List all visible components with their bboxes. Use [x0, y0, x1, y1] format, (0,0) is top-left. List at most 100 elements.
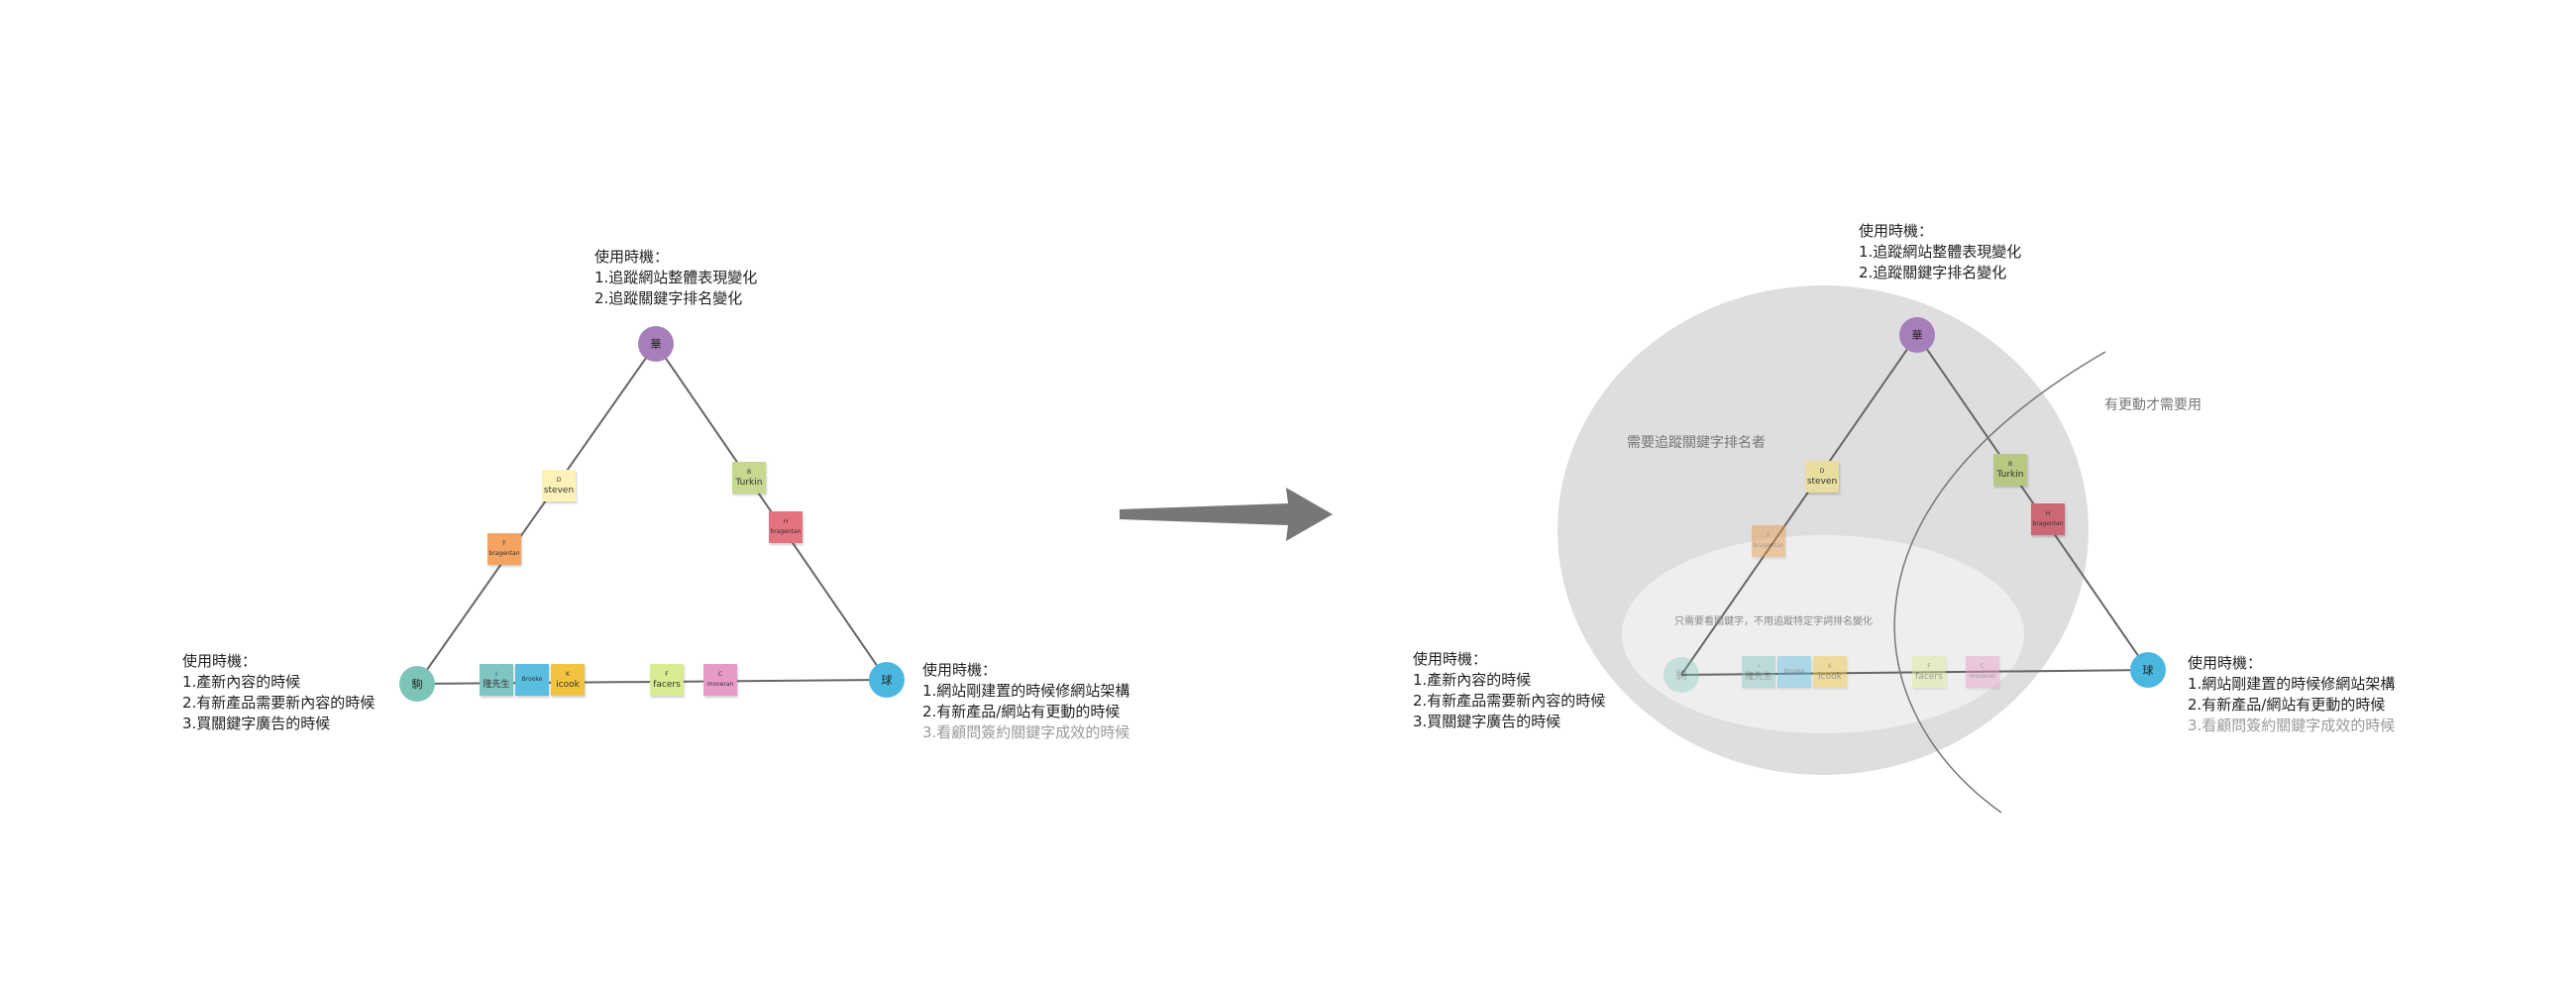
node-label: 駒: [1675, 669, 1687, 682]
note-line: 2.追蹤關鍵字排名變化: [594, 289, 743, 307]
sticky-letter: C: [717, 671, 723, 678]
sticky-name: icook: [1818, 672, 1842, 682]
sticky-letter: B: [2007, 461, 2013, 468]
sticky-name: Brooke: [521, 676, 543, 683]
sticky-letter: F: [1927, 663, 1931, 670]
node-top[interactable]: 華: [1899, 317, 1935, 353]
note-line: 2.有新產品/網站有更動的時候: [922, 703, 1121, 720]
sticky-name: bragentan: [1753, 542, 1784, 549]
sticky-note[interactable]: H bragentan: [2031, 503, 2065, 535]
sticky-note[interactable]: I 隆先生: [1742, 656, 1775, 688]
update-boundary-curve: [1893, 351, 2106, 814]
right-bottom-right-usage-note: 使用時機： 1.網站剛建置的時候修網站架構 2.有新產品/網站有更動的時候 3.…: [2188, 653, 2395, 736]
sticky-name: 隆先生: [1745, 672, 1772, 682]
note-line: 2.有新產品/網站有更動的時候: [2188, 696, 2386, 714]
node-label: 華: [650, 338, 662, 351]
sticky-name: bragentan: [770, 528, 802, 535]
keyword-tracking-zone-label: 需要追蹤關鍵字排名者: [1627, 435, 1766, 451]
sticky-note[interactable]: D steven: [542, 470, 576, 501]
sticky-name: bragentan: [2032, 520, 2064, 527]
sticky-letter: B: [746, 469, 752, 476]
node-left[interactable]: 駒: [399, 666, 435, 702]
note-line: 3.買關鍵字廣告的時候: [1413, 713, 1561, 730]
sticky-letter: K: [1828, 663, 1832, 670]
sticky-letter: H: [2045, 510, 2051, 517]
sticky-letter: D: [556, 477, 562, 484]
node-top[interactable]: 華: [638, 326, 674, 362]
sticky-letter: I: [1758, 663, 1760, 670]
note-line: 使用時機：: [1413, 650, 1488, 668]
sticky-name: Turkin: [735, 478, 763, 488]
sticky-note[interactable]: B Turkin: [732, 462, 766, 494]
left-triangle-edges: [416, 343, 888, 685]
sticky-letter: F: [665, 671, 669, 678]
sticky-note[interactable]: F facers: [650, 664, 684, 696]
node-label: 球: [881, 674, 893, 687]
sticky-name: icook: [556, 680, 580, 690]
sticky-letter: F: [502, 540, 506, 547]
sticky-note[interactable]: K icook: [551, 664, 585, 696]
node-left[interactable]: 駒: [1664, 657, 1699, 693]
note-line: 3.買關鍵字廣告的時候: [182, 715, 331, 732]
right-top-usage-note: 使用時機： 1.追蹤網站整體表現變化 2.追蹤關鍵字排名變化: [1859, 221, 2021, 283]
sticky-note[interactable]: F facers: [1912, 656, 1946, 688]
sticky-note[interactable]: B Turkin: [1993, 454, 2027, 486]
sticky-letter: C: [1980, 663, 1986, 670]
sticky-name: bragentan: [488, 550, 520, 557]
note-line: 使用時機：: [2188, 654, 2263, 672]
sticky-name: steven: [1806, 477, 1838, 487]
node-right[interactable]: 球: [869, 662, 905, 698]
note-line: 使用時機：: [1859, 222, 1934, 240]
note-line: 使用時機：: [182, 652, 258, 670]
sticky-name: steven: [543, 486, 575, 496]
sticky-letter: K: [566, 671, 570, 678]
sticky-note[interactable]: K icook: [1813, 656, 1847, 688]
left-top-usage-note: 使用時機： 1.追蹤網站整體表現變化 2.追蹤關鍵字排名變化: [594, 247, 757, 309]
node-label: 駒: [411, 678, 423, 691]
keyword-only-zone: [1622, 535, 2024, 733]
node-right[interactable]: 球: [2130, 652, 2166, 688]
sticky-name: 隆先生: [483, 680, 510, 690]
right-triangle-edges: [1680, 334, 2149, 676]
left-bottom-left-usage-note: 使用時機： 1.產新內容的時候 2.有新產品需要新內容的時候 3.買關鍵字廣告的…: [182, 651, 375, 734]
note-line: 1.網站剛建置的時候修網站架構: [922, 682, 1130, 700]
sticky-name: Turkin: [1996, 470, 2024, 480]
left-bottom-right-usage-note: 使用時機： 1.網站剛建置的時候修網站架構 2.有新產品/網站有更動的時候 3.…: [922, 660, 1129, 743]
note-line: 使用時機：: [594, 248, 670, 266]
sticky-letter: H: [783, 518, 789, 525]
sticky-name: moveran: [1969, 673, 1996, 680]
update-zone-label: 有更動才需要用: [2104, 397, 2201, 413]
sticky-name: facers: [1915, 672, 1943, 682]
node-label: 華: [1911, 329, 1923, 342]
right-bottom-left-usage-note: 使用時機： 1.產新內容的時候 2.有新產品需要新內容的時候 3.買關鍵字廣告的…: [1413, 649, 1605, 732]
note-line-dim: 3.看顧問簽約關鍵字成效的時候: [2188, 717, 2396, 734]
note-line: 2.有新產品需要新內容的時候: [1413, 692, 1606, 710]
sticky-note[interactable]: H bragentan: [769, 511, 803, 543]
note-line: 1.產新內容的時候: [1413, 671, 1532, 689]
sticky-note[interactable]: F bragentan: [487, 533, 521, 565]
sticky-letter: I: [495, 671, 497, 678]
note-line: 1.追蹤網站整體表現變化: [1859, 243, 2022, 261]
sticky-letter: F: [1767, 532, 1771, 539]
note-line-dim: 3.看顧問簽約關鍵字成效的時候: [922, 723, 1130, 741]
keyword-only-zone-label: 只需要看關鍵字，不用追蹤特定字詞排名變化: [1674, 616, 1873, 627]
sticky-note[interactable]: Brooke: [515, 664, 549, 696]
sticky-note[interactable]: D steven: [1805, 461, 1839, 493]
note-line: 1.網站剛建置的時候修網站架構: [2188, 675, 2396, 693]
sticky-note[interactable]: C moveran: [1966, 656, 1999, 688]
note-line: 使用時機：: [922, 661, 998, 679]
note-line: 1.產新內容的時候: [182, 673, 301, 691]
sticky-note[interactable]: Brooke: [1777, 656, 1811, 688]
sticky-name: facers: [653, 680, 681, 690]
note-line: 2.有新產品需要新內容的時候: [182, 694, 376, 712]
sticky-note[interactable]: C moveran: [703, 664, 737, 696]
note-line: 1.追蹤網站整體表現變化: [594, 269, 758, 286]
sticky-note[interactable]: I 隆先生: [480, 664, 513, 696]
sticky-name: Brooke: [1783, 668, 1805, 675]
note-line: 2.追蹤關鍵字排名變化: [1859, 264, 2007, 281]
sticky-name: moveran: [706, 681, 734, 688]
transform-arrow: [1120, 488, 1333, 541]
sticky-note[interactable]: F bragentan: [1752, 525, 1785, 557]
node-label: 球: [2142, 664, 2154, 677]
